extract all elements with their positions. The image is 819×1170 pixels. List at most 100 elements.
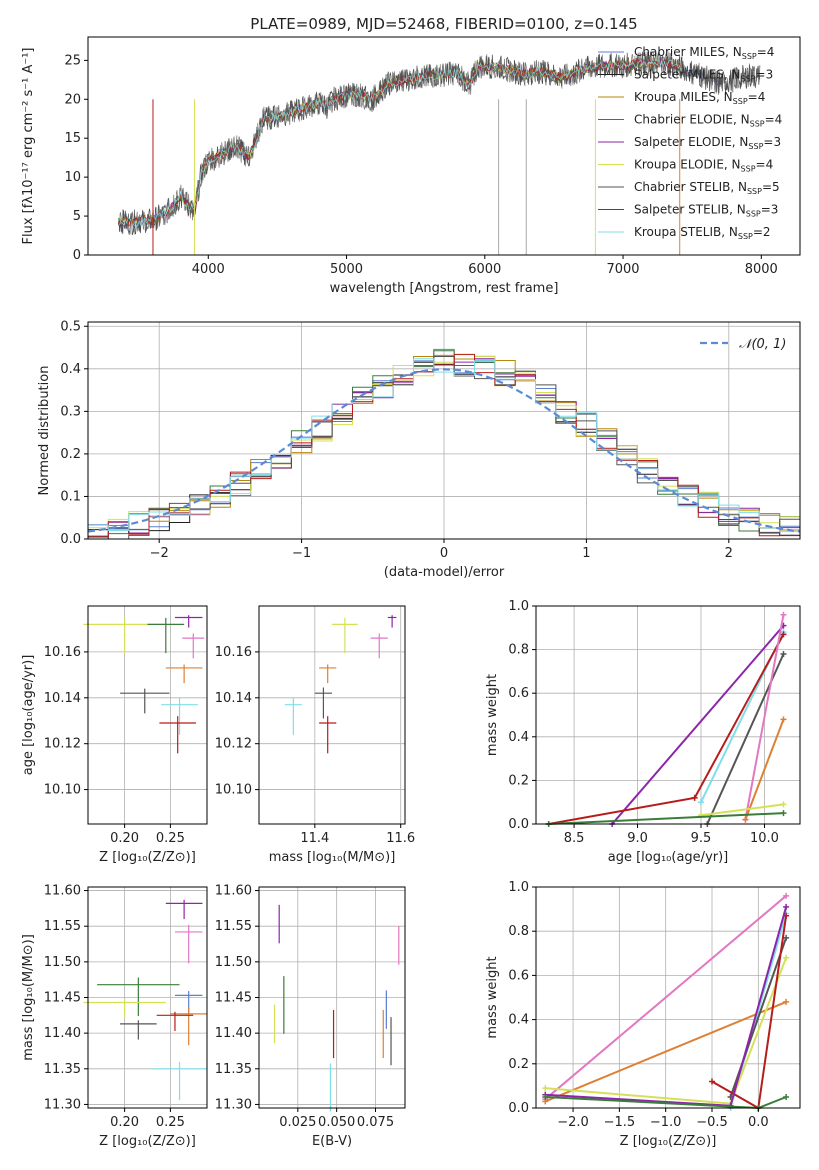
error-point xyxy=(165,664,203,684)
error-point xyxy=(387,615,397,628)
x-tick-label: −1 xyxy=(292,546,311,561)
legend-label: Salpeter STELIB, NSSP=3 xyxy=(634,203,778,219)
error-point xyxy=(156,1011,194,1032)
y-tick-label: 0.4 xyxy=(60,362,81,377)
plot-area xyxy=(83,899,207,1101)
plot-area xyxy=(545,611,787,827)
y-tick-label: 0.3 xyxy=(60,404,81,419)
x-tick-label: 9.5 xyxy=(691,831,712,846)
y-tick-label: 11.60 xyxy=(215,884,252,899)
y-tick-label: 11.50 xyxy=(215,955,252,970)
x-tick-label: 0.25 xyxy=(156,831,185,846)
y-tick-label: 0.1 xyxy=(60,489,81,504)
error-point xyxy=(332,617,358,654)
normal-curve xyxy=(87,368,801,533)
y-tick-label: 11.35 xyxy=(44,1062,81,1077)
y-tick-label: 0.5 xyxy=(60,319,81,334)
axes: −2 −1 0 1 2 0.0 0.1 0.2 0.3 0.4 0.5 (data-model)/er… xyxy=(37,319,801,580)
plot-frame xyxy=(87,321,801,540)
y-tick-label: 11.60 xyxy=(44,884,81,899)
weight-marker xyxy=(691,794,698,801)
x-tick-label: 11.4 xyxy=(300,831,329,846)
weight-marker xyxy=(780,716,787,723)
weight-marker xyxy=(783,998,790,1005)
y-tick-label: 10.10 xyxy=(215,783,252,798)
weight-marker xyxy=(542,1085,549,1092)
x-axis-label: (data-model)/error xyxy=(384,565,505,580)
y-tick-label: 0.2 xyxy=(60,447,81,462)
y-tick-label: 11.35 xyxy=(215,1062,252,1077)
y-tick-label: 0.0 xyxy=(60,532,81,547)
error-point xyxy=(314,687,332,719)
axes: 0.20 0.25 11.30 11.35 11.40 11.45 11.50 11.55 11… xyxy=(21,884,208,1149)
y-axis-label: mass weight xyxy=(485,674,500,756)
x-tick-label: 11.6 xyxy=(386,831,415,846)
grid xyxy=(88,887,207,1108)
y-tick-label: 11.45 xyxy=(215,991,252,1006)
weight-marker xyxy=(742,816,749,823)
weight-marker xyxy=(780,631,787,638)
x-tick-label: 9.0 xyxy=(627,831,648,846)
x-axis-label: Z [log₁₀(Z/Z⊙)] xyxy=(620,1134,717,1149)
spectrum-chart: 4000 5000 6000 7000 8000 0 5 10 15 20 25 wavelength… xyxy=(21,15,801,296)
y-tick-label: 25 xyxy=(64,53,81,68)
plot-area xyxy=(118,50,761,255)
plot-frame xyxy=(535,605,801,825)
y-tick-label: 10.16 xyxy=(215,645,252,660)
x-axis-label: Z [log₁₀(Z/Z⊙)] xyxy=(99,850,196,865)
y-tick-label: 0.2 xyxy=(508,1057,529,1072)
y-tick-label: 0.2 xyxy=(508,773,529,788)
plot-frame xyxy=(87,605,208,825)
axes: 0.025 0.050 0.075 11.30 11.35 11.40 11.45 11.50… xyxy=(215,884,406,1149)
axes: 4000 5000 6000 7000 8000 0 5 10 15 20 25 wavelength… xyxy=(21,15,801,296)
spectrum-line xyxy=(118,58,682,227)
x-axis-label: mass [log₁₀(M/M⊙)] xyxy=(269,850,396,865)
weight-line xyxy=(544,1000,787,1103)
x-tick-label: 0.0 xyxy=(748,1115,769,1130)
axes: 8.5 9.0 9.5 10.0 0.0 0.2 0.4 0.6 0.8 1.0 age [log₁… xyxy=(485,599,801,865)
x-axis-label: E(B-V) xyxy=(312,1134,352,1149)
x-tick-label: −2 xyxy=(150,546,169,561)
y-tick-label: 11.45 xyxy=(44,991,81,1006)
y-tick-label: 0.6 xyxy=(508,968,529,983)
legend-label: Kroupa ELODIE, NSSP=4 xyxy=(634,158,773,174)
x-tick-label: 7000 xyxy=(606,262,639,277)
grid xyxy=(259,887,405,1108)
weight-line xyxy=(744,614,785,820)
plot-area xyxy=(284,615,397,754)
y-axis-label: Flux [fλ10⁻¹⁷ erg cm⁻² s⁻¹ A⁻¹] xyxy=(21,48,36,245)
weight-line xyxy=(544,895,787,1100)
legend-label: Kroupa MILES, NSSP=4 xyxy=(634,90,765,106)
error-point xyxy=(165,899,203,920)
axes: 11.4 11.6 10.10 10.12 10.14 10.16 mass [log₁₀(… xyxy=(215,605,415,865)
histogram-step xyxy=(88,358,800,533)
y-tick-label: 10.12 xyxy=(215,737,252,752)
y-tick-label: 10.14 xyxy=(215,691,252,706)
error-point xyxy=(120,1020,157,1040)
error-point xyxy=(152,1061,207,1101)
histogram-step xyxy=(88,353,800,537)
plot-frame xyxy=(535,886,801,1109)
error-point xyxy=(83,998,166,1019)
weight-marker xyxy=(780,611,787,618)
y-tick-label: 11.50 xyxy=(44,955,81,970)
weight-line xyxy=(548,633,785,825)
legend-label: Chabrier MILES, NSSP=4 xyxy=(634,45,774,61)
x-axis-label: wavelength [Angstrom, rest frame] xyxy=(330,281,559,296)
y-tick-label: 0.0 xyxy=(508,817,529,832)
error-point xyxy=(370,633,388,659)
x-tick-label: 6000 xyxy=(468,262,501,277)
error-point xyxy=(182,633,205,659)
mass-vs-EBV-chart: 0.025 0.050 0.075 11.30 11.35 11.40 11.45 11.50… xyxy=(215,884,406,1149)
x-tick-label: 10.0 xyxy=(750,831,779,846)
weight-marker xyxy=(783,934,790,941)
weight-line xyxy=(700,803,784,817)
weight-line xyxy=(611,624,785,825)
y-tick-label: 5 xyxy=(73,209,81,224)
weight-marker xyxy=(698,799,704,806)
error-point xyxy=(319,664,337,684)
x-tick-label: 4000 xyxy=(192,262,225,277)
weight-marker xyxy=(542,1093,549,1100)
x-tick-label: 0.075 xyxy=(357,1115,394,1130)
